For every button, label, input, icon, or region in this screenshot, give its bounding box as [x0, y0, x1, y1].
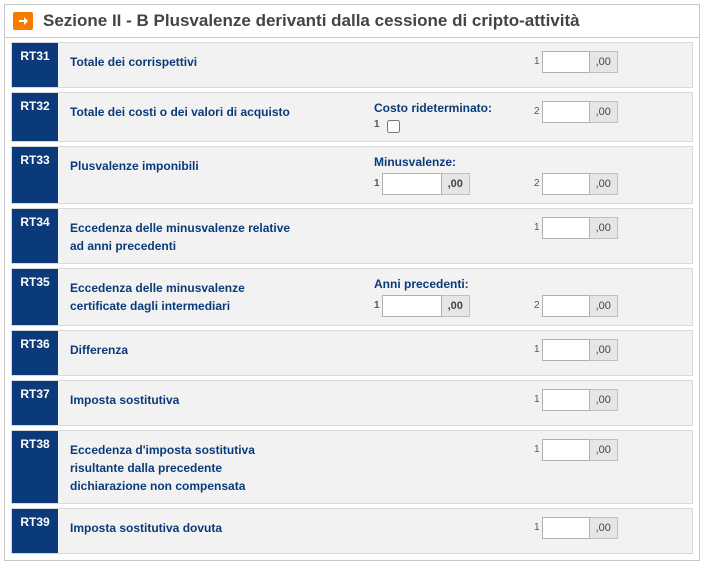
decimal-suffix: ,00 — [590, 217, 618, 239]
field-index: 1 — [374, 300, 380, 312]
row-rt31: RT31 Totale dei corrispettivi 1 ,00 — [11, 42, 693, 88]
amount-input-rt36-1[interactable] — [542, 339, 590, 361]
row-desc: Totale dei corrispettivi — [70, 51, 374, 71]
row-desc: Imposta sostitutiva — [70, 389, 374, 409]
field-index: 1 — [534, 222, 540, 234]
row-desc: Eccedenza d'imposta sostitutivarisultant… — [70, 439, 374, 495]
row-rt37: RT37 Imposta sostitutiva 1 ,00 — [11, 380, 693, 426]
field-index: 1 — [534, 344, 540, 356]
decimal-suffix: ,00 — [590, 295, 618, 317]
decimal-suffix: ,00 — [442, 173, 470, 195]
field-index: 2 — [534, 106, 540, 118]
amount-input-rt33-2[interactable] — [542, 173, 590, 195]
decimal-suffix: ,00 — [590, 439, 618, 461]
row-code: RT37 — [12, 381, 58, 425]
decimal-suffix: ,00 — [590, 339, 618, 361]
form-section: Sezione II - B Plusvalenze derivanti dal… — [4, 4, 700, 561]
field-index: 1 — [374, 178, 380, 190]
row-code: RT36 — [12, 331, 58, 375]
amount-input-rt33-1[interactable] — [382, 173, 442, 195]
field-index: 1 — [534, 522, 540, 534]
amount-input-rt37-1[interactable] — [542, 389, 590, 411]
row-code: RT39 — [12, 509, 58, 553]
amount-field: 2 ,00 — [534, 295, 684, 317]
amount-field: 1 ,00 — [374, 295, 534, 317]
row-rt34: RT34 Eccedenza delle minusvalenze relati… — [11, 208, 693, 264]
field-index: 2 — [534, 178, 540, 190]
row-code: RT31 — [12, 43, 58, 87]
amount-input-rt35-1[interactable] — [382, 295, 442, 317]
row-rt39: RT39 Imposta sostitutiva dovuta 1 ,00 — [11, 508, 693, 554]
row-desc: Totale dei costi o dei valori di acquist… — [70, 101, 374, 121]
row-rt38: RT38 Eccedenza d'imposta sostitutivarisu… — [11, 430, 693, 504]
row-code: RT35 — [12, 269, 58, 325]
row-code: RT38 — [12, 431, 58, 503]
row-rt35: RT35 Eccedenza delle minusvalenzecertifi… — [11, 268, 693, 326]
amount-field: 1 ,00 — [374, 173, 534, 195]
row-desc: Eccedenza delle minusvalenze relativead … — [70, 217, 374, 255]
decimal-suffix: ,00 — [442, 295, 470, 317]
amount-input-rt31-1[interactable] — [542, 51, 590, 73]
section-header: Sezione II - B Plusvalenze derivanti dal… — [5, 5, 699, 38]
amount-field: 1 ,00 — [534, 439, 684, 461]
row-rt32: RT32 Totale dei costi o dei valori di ac… — [11, 92, 693, 142]
amount-field: 1 ,00 — [534, 389, 684, 411]
amount-field: 1 ,00 — [534, 517, 684, 539]
mid-label: Anni precedenti: — [374, 277, 534, 291]
amount-input-rt32-2[interactable] — [542, 101, 590, 123]
row-desc: Eccedenza delle minusvalenzecertificate … — [70, 277, 374, 315]
mid-label: Minusvalenze: — [374, 155, 534, 169]
amount-input-rt39-1[interactable] — [542, 517, 590, 539]
amount-input-rt34-1[interactable] — [542, 217, 590, 239]
row-desc: Imposta sostitutiva dovuta — [70, 517, 374, 537]
amount-field: 2 ,00 — [534, 101, 684, 123]
decimal-suffix: ,00 — [590, 389, 618, 411]
row-desc: Plusvalenze imponibili — [70, 155, 374, 175]
row-desc: Differenza — [70, 339, 374, 359]
amount-field: 1 ,00 — [534, 339, 684, 361]
amount-input-rt38-1[interactable] — [542, 439, 590, 461]
amount-field: 1 ,00 — [534, 51, 684, 73]
mid-label: Costo rideterminato: — [374, 101, 534, 115]
field-index: 1 — [534, 444, 540, 456]
arrow-right-icon — [13, 12, 33, 30]
decimal-suffix: ,00 — [590, 517, 618, 539]
row-rt36: RT36 Differenza 1 ,00 — [11, 330, 693, 376]
row-rt33: RT33 Plusvalenze imponibili Minusvalenze… — [11, 146, 693, 204]
amount-field: 2 ,00 — [534, 173, 684, 195]
field-index: 1 — [374, 119, 380, 130]
decimal-suffix: ,00 — [590, 101, 618, 123]
row-code: RT32 — [12, 93, 58, 141]
row-code: RT34 — [12, 209, 58, 263]
row-code: RT33 — [12, 147, 58, 203]
section-title: Sezione II - B Plusvalenze derivanti dal… — [43, 11, 580, 31]
field-index: 1 — [534, 56, 540, 68]
decimal-suffix: ,00 — [590, 51, 618, 73]
decimal-suffix: ,00 — [590, 173, 618, 195]
field-index: 2 — [534, 300, 540, 312]
checkbox-rt32-costo-rideterminato[interactable] — [387, 120, 400, 133]
amount-input-rt35-2[interactable] — [542, 295, 590, 317]
amount-field: 1 ,00 — [534, 217, 684, 239]
field-index: 1 — [534, 394, 540, 406]
